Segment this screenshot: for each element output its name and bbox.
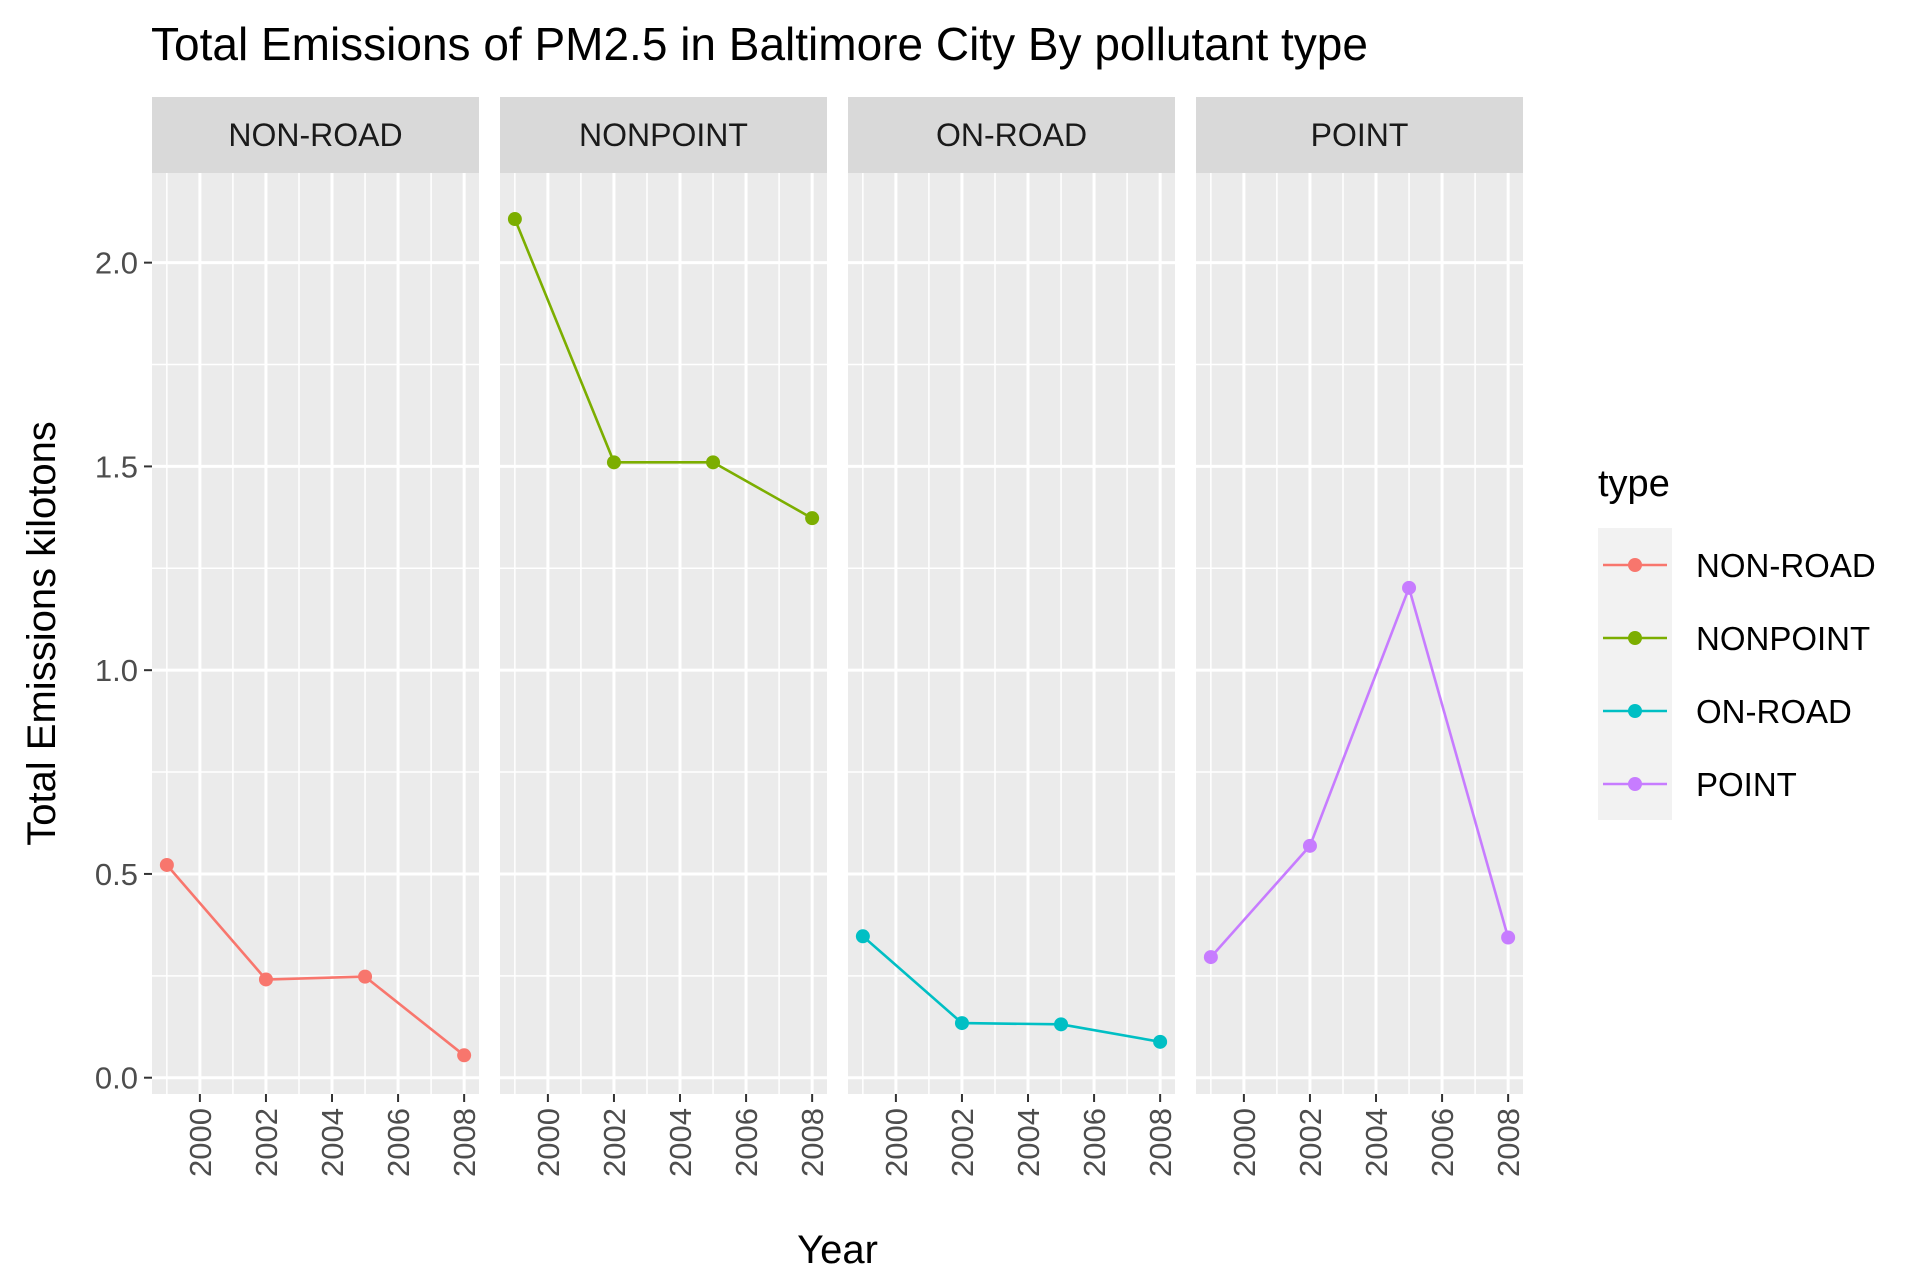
series-line-point [1209, 583, 1510, 958]
data-point [159, 857, 174, 872]
legend-key-point [1628, 777, 1642, 791]
x-tick-label: 2006 [1077, 1108, 1112, 1177]
x-tick-label: 2000 [1227, 1108, 1262, 1177]
panel-background [152, 173, 479, 1094]
data-point [1153, 1034, 1168, 1049]
facet-panel-on-road: ON-ROAD 2000 2002 2004 2006 2008 [848, 97, 1178, 1177]
y-axis: 0.0 0.5 1.0 1.5 2.0 [95, 246, 152, 1096]
y-axis-title: Total Emissions kilotons [20, 421, 64, 846]
legend-label: POINT [1696, 766, 1797, 803]
data-point [507, 212, 522, 227]
facet-strip-label: NON-ROAD [228, 117, 402, 153]
legend: type NON-ROAD NONPOINT ON-ROAD POINT [1598, 463, 1876, 820]
data-point [258, 972, 273, 987]
y-tick-label: 0.5 [95, 857, 138, 892]
facet-strip-label: NONPOINT [579, 117, 748, 153]
data-point [1402, 580, 1417, 595]
data-point [1501, 930, 1516, 945]
panel-background [848, 173, 1175, 1094]
x-axis-title: Year [797, 1228, 878, 1272]
chart-title: Total Emissions of PM2.5 in Baltimore Ci… [151, 18, 1368, 70]
x-tick-label: 2006 [381, 1108, 416, 1177]
data-point [855, 929, 870, 944]
x-tick-label: 2008 [795, 1108, 830, 1177]
x-tick-label: 2006 [729, 1108, 764, 1177]
facet-panel-non-road: NON-ROAD 2000 2002 2004 2006 2008 [152, 97, 482, 1177]
x-tick-label: 2006 [1425, 1108, 1460, 1177]
y-tick-label: 1.0 [95, 653, 138, 688]
x-tick-label: 2004 [1359, 1108, 1394, 1177]
legend-key-point [1628, 558, 1642, 572]
x-tick-label: 2008 [1143, 1108, 1178, 1177]
x-tick-label: 2008 [1491, 1108, 1526, 1177]
series-line-nonpoint [513, 218, 813, 520]
data-point [1203, 950, 1218, 965]
data-point [954, 1016, 969, 1031]
facet-strip [152, 97, 479, 173]
legend-label: ON-ROAD [1696, 693, 1852, 730]
y-tick-label: 2.0 [95, 246, 138, 281]
x-tick-label: 2004 [663, 1108, 698, 1177]
data-point [1302, 838, 1317, 853]
legend-key-point [1628, 704, 1642, 718]
x-tick-label: 2002 [1293, 1108, 1328, 1177]
data-point [457, 1048, 472, 1063]
legend-title: type [1598, 463, 1670, 505]
facet-strip [500, 97, 827, 173]
x-tick-label: 2002 [597, 1108, 632, 1177]
data-point [1054, 1017, 1069, 1032]
legend-key-background [1598, 528, 1672, 820]
x-tick-label: 2002 [945, 1108, 980, 1177]
facet-strip [848, 97, 1175, 173]
x-tick-label: 2000 [183, 1108, 218, 1177]
legend-label: NONPOINT [1696, 620, 1870, 657]
x-tick-label: 2002 [249, 1108, 284, 1177]
data-point [358, 969, 373, 984]
facet-strip-label: ON-ROAD [936, 117, 1087, 153]
y-tick-label: 0.0 [95, 1061, 138, 1096]
facet-panel-nonpoint: NONPOINT 2000 2002 2004 2006 2008 [500, 97, 830, 1177]
facet-strip [1196, 97, 1523, 173]
series-line-non-road [165, 864, 465, 1057]
panel-background [500, 173, 827, 1094]
data-point [606, 455, 621, 470]
facet-strip-label: POINT [1311, 117, 1409, 153]
legend-label: NON-ROAD [1696, 547, 1876, 584]
facet-panels: NON-ROAD 2000 2002 2004 2006 2008 NONPOINT 2000… [152, 97, 1526, 1177]
x-tick-label: 2004 [1011, 1108, 1046, 1177]
panel-background [1196, 173, 1523, 1094]
legend-key-point [1628, 631, 1642, 645]
series-line-on-road [862, 935, 1161, 1044]
x-tick-label: 2000 [531, 1108, 566, 1177]
y-tick-label: 1.5 [95, 449, 138, 484]
x-tick-label: 2004 [315, 1108, 350, 1177]
x-tick-label: 2000 [879, 1108, 914, 1177]
data-point [805, 511, 820, 526]
data-point [706, 455, 721, 470]
facet-panel-point: POINT 2000 2002 2004 2006 2008 [1196, 97, 1526, 1177]
x-tick-label: 2008 [447, 1108, 482, 1177]
